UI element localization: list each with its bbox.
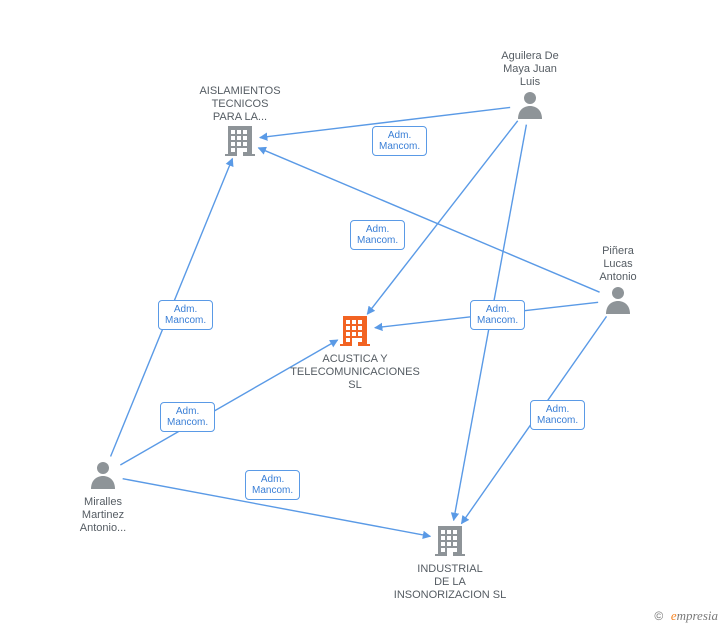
node-label: Aguilera De Maya Juan Luis — [460, 50, 600, 89]
company-focus-icon — [285, 314, 425, 349]
node-industrial[interactable]: INDUSTRIAL DE LA INSONORIZACION SL — [380, 524, 520, 602]
node-pinera[interactable]: Piñera Lucas Antonio — [548, 241, 688, 317]
person-icon — [548, 284, 688, 317]
node-label: INDUSTRIAL DE LA INSONORIZACION SL — [380, 563, 520, 602]
brand-rest: mpresia — [677, 608, 718, 623]
person-icon — [460, 89, 600, 122]
node-aguilera[interactable]: Aguilera De Maya Juan Luis — [460, 46, 600, 122]
node-miralles[interactable]: Miralles Martinez Antonio... — [33, 459, 173, 535]
node-label: Miralles Martinez Antonio... — [33, 496, 173, 535]
node-label: ACUSTICA Y TELECOMUNICACIONES SL — [285, 353, 425, 392]
network-diagram: Adm. Mancom. Adm. Mancom. Adm. Mancom. Adm.… — [0, 0, 728, 630]
edge-label: Adm. Mancom. — [158, 300, 213, 330]
node-label: AISLAMIENTOS TECNICOS PARA LA... — [170, 85, 310, 124]
node-label: Piñera Lucas Antonio — [548, 245, 688, 284]
company-icon — [380, 524, 520, 559]
edge-label: Adm. Mancom. — [470, 300, 525, 330]
watermark: © empresia — [654, 608, 718, 624]
node-aislamientos[interactable]: AISLAMIENTOS TECNICOS PARA LA... — [170, 81, 310, 159]
company-icon — [170, 124, 310, 159]
edge-label: Adm. Mancom. — [372, 126, 427, 156]
copyright-symbol: © — [654, 609, 663, 623]
node-acustica[interactable]: ACUSTICA Y TELECOMUNICACIONES SL — [285, 314, 425, 392]
edge-label: Adm. Mancom. — [530, 400, 585, 430]
person-icon — [33, 459, 173, 492]
edge-label: Adm. Mancom. — [160, 402, 215, 432]
edge-label: Adm. Mancom. — [245, 470, 300, 500]
edge-label: Adm. Mancom. — [350, 220, 405, 250]
